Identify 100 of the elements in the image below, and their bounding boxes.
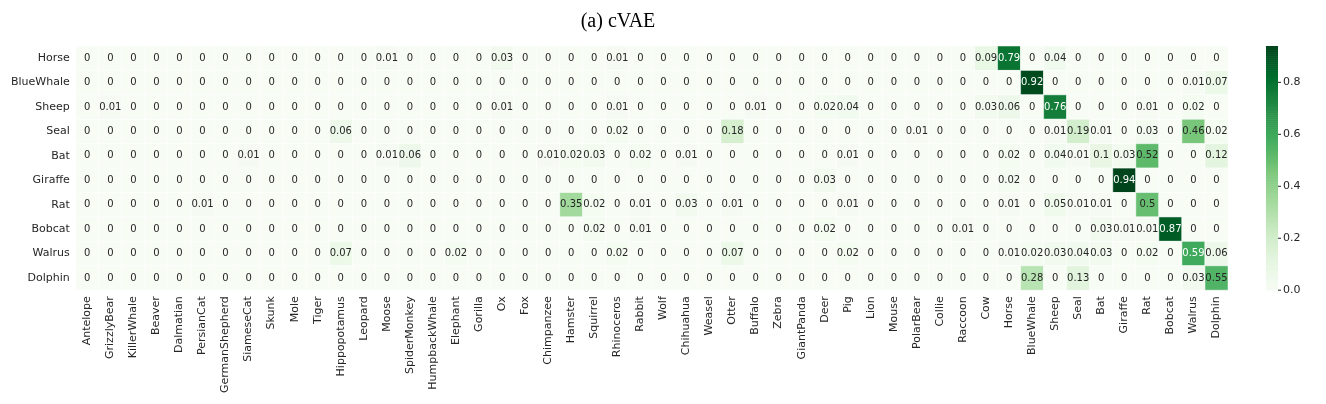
data-label: 0 bbox=[130, 76, 137, 88]
data-label: 0.01 bbox=[744, 100, 767, 112]
x-tick-label: Raccoon bbox=[955, 296, 969, 343]
data-label: 0 bbox=[291, 271, 298, 283]
x-tick-label: HumpbackWhale bbox=[425, 295, 439, 390]
data-label: 0 bbox=[268, 198, 275, 210]
data-label: 0 bbox=[1190, 51, 1197, 63]
data-label: 0 bbox=[268, 222, 275, 234]
data-label: 0 bbox=[1213, 100, 1220, 112]
x-tick-label: PersianCat bbox=[195, 295, 209, 355]
data-label: 0 bbox=[936, 247, 944, 259]
data-label: 0.02 bbox=[997, 149, 1021, 161]
data-label: 0 bbox=[107, 222, 114, 234]
data-label: 0 bbox=[752, 173, 759, 185]
data-label: 0.09 bbox=[974, 51, 998, 63]
y-tick-label: Seal bbox=[46, 124, 70, 138]
data-label: 0 bbox=[475, 198, 483, 210]
data-label: 0 bbox=[683, 173, 690, 185]
data-label: 0 bbox=[107, 76, 114, 88]
data-label: 0 bbox=[1167, 271, 1174, 283]
data-label: 0 bbox=[429, 51, 437, 63]
data-label: 0 bbox=[890, 100, 898, 112]
data-label: 0 bbox=[1098, 76, 1105, 88]
data-label: 0 bbox=[982, 173, 990, 185]
data-label: 0 bbox=[660, 76, 667, 88]
data-label: 0 bbox=[591, 247, 598, 259]
data-label: 0 bbox=[982, 271, 990, 283]
data-label: 0 bbox=[867, 125, 874, 137]
data-label: 0 bbox=[107, 173, 114, 185]
data-label: 0.55 bbox=[1205, 271, 1228, 283]
data-label: 0 bbox=[222, 100, 229, 112]
data-label: 0 bbox=[706, 100, 713, 112]
data-label: 0 bbox=[821, 125, 828, 137]
data-label: 0.04 bbox=[1067, 247, 1090, 259]
data-label: 0 bbox=[360, 51, 367, 63]
data-label: 0.04 bbox=[1044, 51, 1067, 63]
x-tick-label: Zebra bbox=[771, 296, 785, 329]
data-label: 0 bbox=[199, 100, 206, 112]
data-label: 0 bbox=[1121, 100, 1128, 112]
x-tick-label: Giraffe bbox=[1117, 295, 1131, 334]
data-label: 0 bbox=[153, 125, 160, 137]
x-tick-label: Weasel bbox=[702, 296, 716, 336]
data-label: 0 bbox=[775, 125, 782, 137]
data-label: 0 bbox=[798, 247, 805, 259]
data-label: 0 bbox=[337, 198, 344, 210]
data-label: 0.01 bbox=[375, 51, 398, 63]
data-label: 0 bbox=[706, 222, 713, 234]
data-label: 0 bbox=[959, 125, 967, 137]
data-label: 0.01 bbox=[629, 198, 652, 210]
data-label: 0 bbox=[130, 271, 137, 283]
data-label: 0 bbox=[429, 100, 437, 112]
data-label: 0 bbox=[1121, 76, 1128, 88]
data-label: 0 bbox=[337, 222, 344, 234]
data-label: 0 bbox=[268, 271, 275, 283]
data-label: 0 bbox=[176, 76, 183, 88]
data-label: 0.52 bbox=[1136, 149, 1159, 161]
x-tick-label: Walrus bbox=[1186, 295, 1200, 334]
data-label: 0.01 bbox=[1067, 149, 1090, 161]
data-label: 0 bbox=[614, 271, 621, 283]
data-label: 0 bbox=[959, 198, 967, 210]
data-label: 0 bbox=[913, 149, 921, 161]
data-label: 0 bbox=[775, 247, 782, 259]
data-label: 0 bbox=[544, 222, 552, 234]
data-label: 0 bbox=[637, 76, 644, 88]
data-label: 0 bbox=[130, 100, 137, 112]
data-label: 0 bbox=[637, 100, 644, 112]
data-label: 0 bbox=[591, 100, 598, 112]
data-label: 0.04 bbox=[836, 100, 859, 112]
data-label: 0 bbox=[406, 271, 414, 283]
data-label: 0.01 bbox=[836, 198, 859, 210]
data-label: 0.03 bbox=[1090, 222, 1113, 234]
data-label: 0 bbox=[498, 173, 506, 185]
data-label: 0 bbox=[913, 51, 921, 63]
data-label: 0 bbox=[936, 100, 944, 112]
data-label: 0.92 bbox=[1020, 76, 1044, 88]
data-label: 0 bbox=[1075, 222, 1082, 234]
data-label: 0 bbox=[337, 271, 344, 283]
data-label: 0 bbox=[660, 125, 667, 137]
data-label: 0 bbox=[544, 198, 552, 210]
data-label: 0 bbox=[752, 125, 759, 137]
data-label: 0 bbox=[452, 222, 460, 234]
data-label: 0 bbox=[222, 247, 229, 259]
data-label: 0 bbox=[429, 149, 437, 161]
data-label: 0 bbox=[383, 222, 391, 234]
data-label: 0 bbox=[291, 51, 298, 63]
data-label: 0 bbox=[821, 198, 828, 210]
data-label: 0 bbox=[936, 198, 944, 210]
data-label: 0 bbox=[544, 76, 552, 88]
data-label: 0 bbox=[1121, 247, 1128, 259]
data-label: 0.02 bbox=[836, 247, 859, 259]
data-label: 0 bbox=[637, 271, 644, 283]
data-label: 0 bbox=[867, 149, 874, 161]
data-label: 0 bbox=[406, 100, 414, 112]
x-tick-label: Wolf bbox=[656, 295, 670, 321]
x-tick-label: Beaver bbox=[149, 295, 163, 336]
data-label: 0 bbox=[982, 247, 990, 259]
x-tick-label: Chimpanzee bbox=[541, 295, 555, 365]
data-label: 0 bbox=[1144, 173, 1151, 185]
y-tick-label: Bobcat bbox=[31, 222, 71, 236]
data-label: 0 bbox=[406, 247, 414, 259]
